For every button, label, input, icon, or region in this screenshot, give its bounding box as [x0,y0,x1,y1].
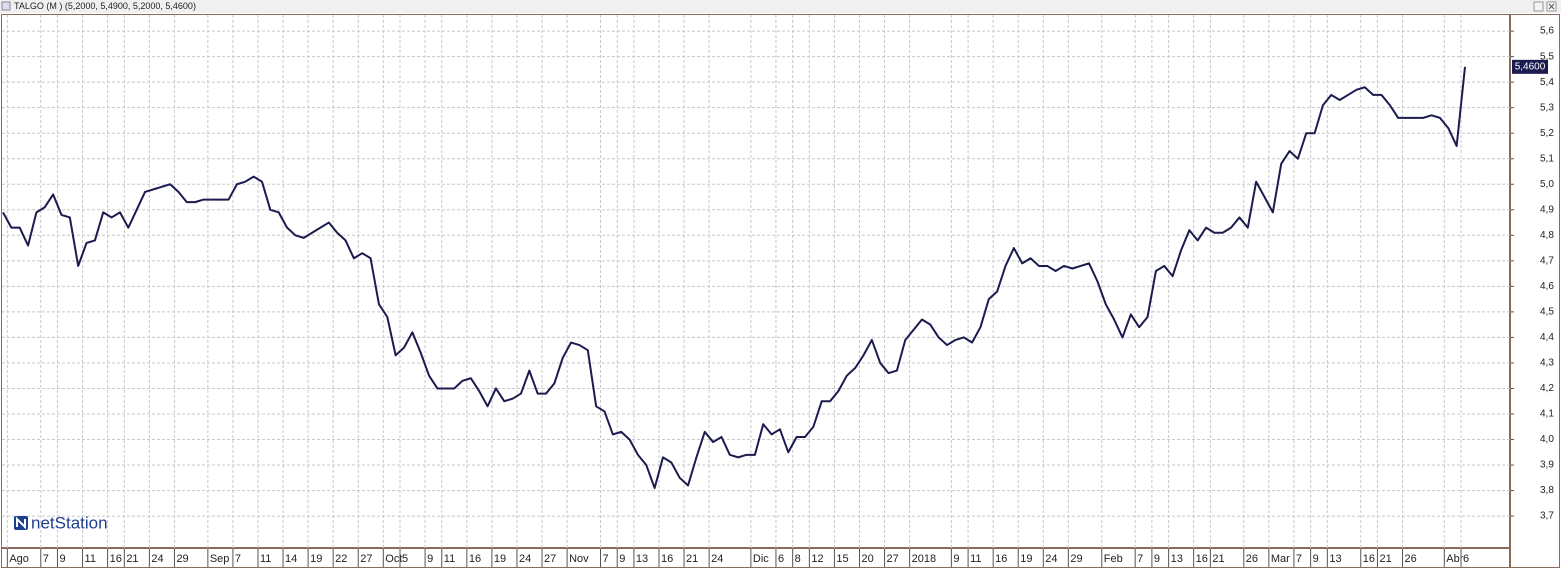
x-tick-label: 16 [1363,553,1375,565]
x-tick-label: 21 [126,553,138,565]
x-tick-label: 26 [1405,553,1417,565]
x-tick-label: 7 [1296,553,1302,565]
x-tick-label: 12 [811,553,823,565]
y-tick-label: 4,1 [1540,409,1554,420]
x-tick-label: 16 [469,553,481,565]
close-icon [1548,3,1555,10]
logo-mark [16,516,26,530]
x-tick-label: 11 [260,553,271,565]
x-tick-label: 9 [953,553,959,565]
x-tick-label: 16 [1196,553,1208,565]
x-tick-label: 6 [1463,553,1469,565]
price-line [2,66,1466,490]
y-tick-label: 5,3 [1540,102,1554,113]
x-tick-label: Ago [9,553,29,565]
x-tick-label: 19 [310,553,322,565]
y-tick-label: 5,5 [1540,51,1554,62]
x-tick-label: 21 [686,553,698,565]
x-tick-label: 11 [970,553,981,565]
y-tick-label: 4,7 [1540,255,1554,266]
x-tick-label: 21 [1379,553,1391,565]
x-tick-label: Nov [569,553,589,565]
x-tick-label: 6 [778,553,784,565]
x-tick-label: 11 [85,553,96,565]
y-tick-label: 3,9 [1540,460,1554,471]
x-tick-label: 7 [603,553,609,565]
x-tick-label: 27 [887,553,899,565]
window-icon [1,1,11,11]
y-tick-label: 3,8 [1540,485,1554,496]
y-tick-label: 4,2 [1540,383,1554,394]
last-price-label: 5,4600 [1515,61,1546,72]
x-tick-label: 19 [1020,553,1032,565]
x-tick-label: 20 [861,553,873,565]
x-tick-label: 19 [494,553,506,565]
logo-text: netStation [31,513,108,532]
x-tick-label: 11 [444,553,455,565]
x-tick-label: 13 [1171,553,1183,565]
x-tick-label: 2018 [912,553,936,565]
y-tick-label: 4,4 [1540,332,1554,343]
x-tick-label: Sep [210,553,230,565]
x-tick-label: 26 [1246,553,1258,565]
logo: netStation [14,513,108,532]
y-tick-label: 3,7 [1540,511,1554,522]
y-tick-label: 4,0 [1540,434,1554,445]
title-bar [0,0,1561,13]
x-tick-label: 24 [519,553,531,565]
x-tick-label: 9 [1313,553,1319,565]
restore-button[interactable] [1533,1,1544,12]
y-tick-label: 5,2 [1540,128,1554,139]
y-tick-label: 4,3 [1540,358,1554,369]
y-tick-label: 4,5 [1540,307,1554,318]
plot-area [1,14,1510,548]
x-tick-label: 9 [427,553,433,565]
grid [2,15,1510,548]
x-tick-label: 7 [235,553,241,565]
x-tick-label: 27 [360,553,372,565]
x-axis-area [1,548,1510,568]
x-tick-label: 24 [151,553,163,565]
x-tick-label: 14 [285,553,297,565]
last-price-box [1512,59,1548,74]
y-tick-label: 5,6 [1540,26,1554,37]
x-tick-label: 7 [43,553,49,565]
y-axis-area [1510,14,1560,568]
x-tick-label: 24 [711,553,723,565]
x-tick-label: 24 [1045,553,1057,565]
chart-title: TALGO (M ) (5,2000, 5,4900, 5,2000, 5,46… [14,1,196,11]
y-tick-label: 5,0 [1540,179,1554,190]
x-tick-label: 29 [1070,553,1082,565]
x-tick-label: Mar [1271,553,1290,565]
x-tick-label: 13 [1329,553,1341,565]
y-tick-label: 5,4 [1540,77,1554,88]
x-tick-label: 21 [1212,553,1224,565]
x-tick-label: 15 [836,553,848,565]
x-tick-label: 5 [402,553,408,565]
y-tick-label: 4,8 [1540,230,1554,241]
x-tick-label: Dic [753,553,769,565]
x-tick-label: 29 [176,553,188,565]
x-tick-label: 27 [544,553,556,565]
y-tick-label: 4,6 [1540,281,1554,292]
x-tick-label: 9 [1154,553,1160,565]
x-tick-label: 9 [59,553,65,565]
y-tick-label: 5,1 [1540,153,1554,164]
x-tick-label: Feb [1104,553,1123,565]
x-tick-label: 16 [661,553,673,565]
x-tick-label: 13 [636,553,648,565]
x-tick-label: 7 [1137,553,1143,565]
x-tick-label: 22 [335,553,347,565]
x-tick-label: 9 [619,553,625,565]
y-tick-label: 4,9 [1540,204,1554,215]
x-tick-label: 8 [795,553,801,565]
x-tick-label: 16 [110,553,122,565]
x-tick-label: 16 [995,553,1007,565]
x-tick-label: Abr [1446,553,1463,565]
x-tick-label: Oct [385,553,402,565]
